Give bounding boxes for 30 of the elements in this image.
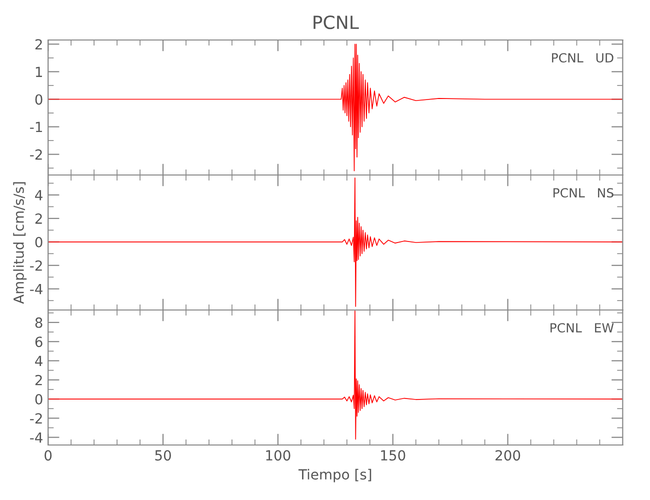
line-series [48,178,623,307]
x-axis-title: Tiempo [s] [298,468,372,482]
x-tick-label: 50 [155,450,171,461]
x-tick-label: 100 [266,450,290,461]
line-series [48,44,623,172]
y-axis-title: Amplitud [cm/s/s] [13,182,27,304]
chart-title: PCNL [314,15,359,30]
annotation: PCNL NS [554,188,614,198]
annotation: PCNL EW [550,323,614,333]
y-tick-label: -2 [30,149,42,160]
y-tick-label: 4 [35,190,42,200]
y-tick-label: 0 [35,236,42,248]
y-tick-label: 0 [35,94,42,105]
y-tick-label: 4 [35,356,42,366]
y-tick-label: -1 [30,122,42,132]
y-tick-label: 2 [35,213,42,224]
y-tick-label: 2 [35,374,42,386]
y-tick-label: -2 [30,413,42,424]
annotation: PCNL UD [552,53,614,63]
y-tick-label: 0 [35,394,42,405]
y-tick-label: -4 [30,284,42,294]
x-tick-label: 150 [381,450,406,461]
y-tick-label: 8 [35,317,42,328]
y-tick-label: 2 [35,39,42,50]
y-tick-label: -2 [30,260,42,271]
y-tick-label: 1 [36,66,42,77]
y-tick-label: 6 [35,336,42,348]
y-tick-label: -4 [30,432,42,443]
x-tick-label: 0 [44,450,52,461]
x-tick-label: 200 [496,450,520,461]
